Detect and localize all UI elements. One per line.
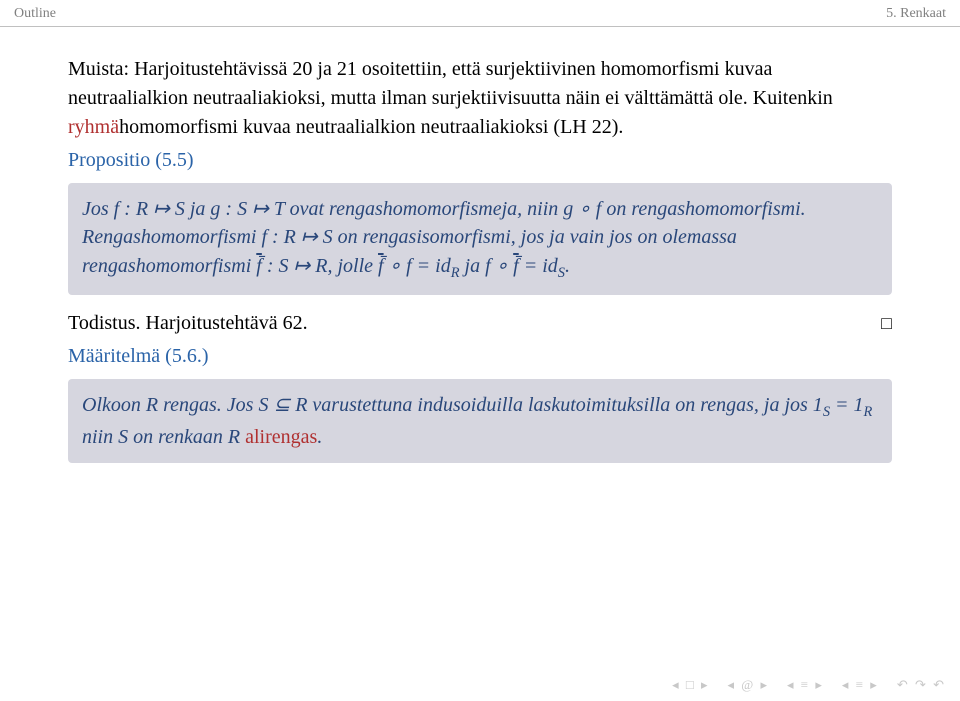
def-sub-r: R xyxy=(864,404,873,420)
intro-highlight: ryhmä xyxy=(68,116,119,138)
definition-box: Olkoon R rengas. Jos S ⊆ R varustettuna … xyxy=(68,379,892,463)
prop-sub-s: S xyxy=(558,265,565,281)
nav-next-icon[interactable]: ◂ ≡ ▸ xyxy=(842,677,879,693)
nav-undo-icon[interactable]: ↶ ↷ ↶ xyxy=(897,677,946,693)
definition-heading: Määritelmä (5.6.) xyxy=(68,342,892,371)
proposition-box: Jos f : R ↦ S ja g : S ↦ T ovat rengasho… xyxy=(68,183,892,295)
intro-text-c: homomorfismi kuvaa neutraalialkion neutr… xyxy=(119,116,623,138)
prop-text-f: . xyxy=(565,255,570,277)
def-text-c: niin S on renkaan R xyxy=(82,426,245,448)
def-text-d: . xyxy=(317,426,322,448)
prop-sub-r: R xyxy=(451,265,460,281)
header-right[interactable]: 5. Renkaat xyxy=(886,6,946,22)
proposition-heading: Propositio (5.5) xyxy=(68,146,892,175)
footer-nav: ◂ □ ▸ ◂ @ ▸ ◂ ≡ ▸ ◂ ≡ ▸ ↶ ↷ ↶ xyxy=(672,677,946,693)
slide-content: Muista: Harjoitustehtävissä 20 ja 21 oso… xyxy=(0,27,960,473)
nav-back-section-icon[interactable]: ◂ □ ▸ xyxy=(672,677,709,693)
def-text-b: = 1 xyxy=(830,394,864,416)
nav-back-slide-icon[interactable]: ◂ @ ▸ xyxy=(728,677,770,693)
nav-prev-icon[interactable]: ◂ ≡ ▸ xyxy=(787,677,824,693)
def-text-a: Olkoon R rengas. Jos S ⊆ R varustettuna … xyxy=(82,394,823,416)
header-left[interactable]: Outline xyxy=(14,6,56,22)
prop-text-e: = id xyxy=(519,255,558,277)
paragraph-intro: Muista: Harjoitustehtävissä 20 ja 21 oso… xyxy=(68,55,892,142)
qed-symbol: □ xyxy=(881,310,892,336)
proof-line: Todistus. Harjoitustehtävä 62. □ xyxy=(68,309,892,338)
def-sub-s: S xyxy=(823,404,830,420)
proof-text: Todistus. Harjoitustehtävä 62. xyxy=(68,309,308,338)
prop-text-c: ∘ f = id xyxy=(384,255,451,277)
prop-text-d: ja f ∘ xyxy=(460,255,514,277)
def-highlight: alirengas xyxy=(245,426,317,448)
slide-header: Outline 5. Renkaat xyxy=(0,0,960,26)
intro-text-a: Muista: Harjoitustehtävissä 20 ja 21 oso… xyxy=(68,58,833,109)
prop-text-b: : S ↦ R, jolle xyxy=(262,255,378,277)
